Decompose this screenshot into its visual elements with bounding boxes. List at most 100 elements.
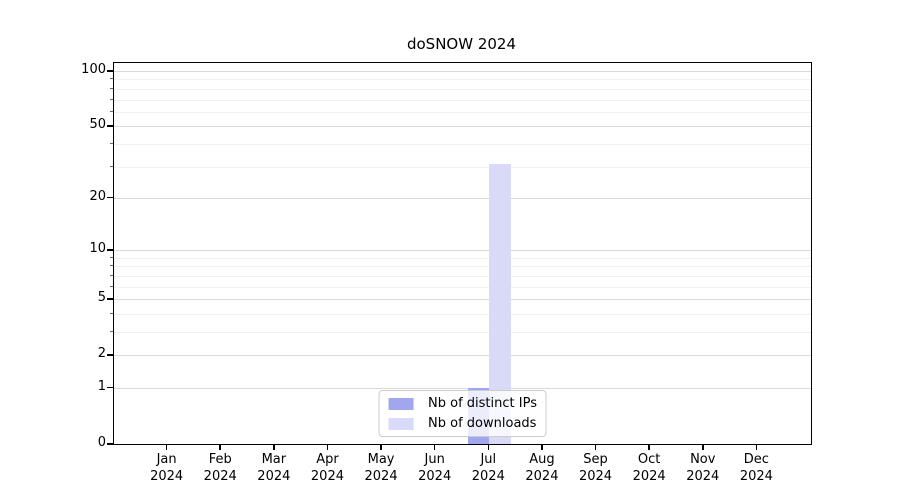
gridline-minor [114,143,811,145]
gridline-minor [114,331,811,333]
x-tick-label: Mar 2024 [234,451,314,485]
legend: Nb of distinct IPs Nb of downloads [378,390,547,437]
gridline-major [114,126,811,128]
legend-entry-downloads: Nb of downloads [388,416,537,431]
x-tick-label: Aug 2024 [502,451,582,485]
y-axis-minor-tick [110,285,113,287]
y-tick-label: 10 [89,241,106,257]
gridline-major [114,299,811,301]
x-tick-year: 2024 [471,469,505,484]
x-tick-year: 2024 [686,469,720,484]
legend-entry-distinct-ips: Nb of distinct IPs [388,396,537,411]
y-axis-tick [107,249,113,251]
y-axis-minor-tick [110,165,113,167]
x-tick-year: 2024 [203,469,237,484]
x-tick-year: 2024 [418,469,452,484]
gridline-minor [114,99,811,101]
x-tick-year: 2024 [578,469,613,484]
x-tick-month: Jul [480,452,497,467]
bar-jul-downloads [489,163,511,444]
legend-swatch-distinct-ips [388,397,414,410]
x-tick-label: Jun 2024 [395,451,475,485]
x-tick-month: Feb [208,452,232,467]
y-tick-label: 0 [97,435,106,450]
x-axis-tick [702,444,704,450]
x-tick-label: Nov 2024 [663,451,743,485]
x-tick-month: Nov [690,452,716,467]
x-tick-label: Sep 2024 [556,451,636,485]
x-tick-month: Jun [424,452,445,467]
gridline-minor [114,257,811,259]
x-tick-year: 2024 [257,469,291,484]
y-axis-minor-tick [110,142,113,144]
x-tick-year: 2024 [739,469,773,484]
gridline-minor [114,266,811,268]
y-axis-minor-tick [110,110,113,112]
x-tick-year: 2024 [310,469,344,484]
y-tick-label: 100 [81,62,106,78]
gridline-minor [114,166,811,168]
y-tick-label: 2 [97,346,106,362]
y-axis-tick [107,386,113,389]
gridline-minor [114,88,811,90]
y-tick-label: 20 [89,188,106,204]
x-axis-tick [433,444,436,450]
x-tick-month: Aug [529,452,555,467]
legend-label-downloads: Nb of downloads [428,416,537,431]
y-axis-minor-tick [110,78,113,80]
x-axis-tick [326,444,329,450]
x-axis-tick [165,444,168,450]
x-axis-tick [541,444,543,450]
y-axis-tick [107,298,113,300]
x-tick-month: Apr [316,452,339,467]
y-axis-tick [107,443,113,445]
x-axis-tick [219,444,221,450]
x-tick-label: Jan 2024 [127,451,207,485]
gridline-minor [114,286,811,288]
x-tick-month: Dec [743,452,769,467]
y-axis-minor-tick [110,98,113,100]
x-axis-tick [273,444,275,450]
x-axis-tick [487,444,490,450]
gridline-major [114,250,811,252]
x-tick-label: Dec 2024 [716,451,796,485]
y-axis-minor-tick [110,330,113,332]
y-axis-tick [107,196,113,199]
gridline-minor [114,275,811,277]
chart-title: doSNOW 2024 [406,35,517,53]
y-axis-tick [107,70,113,72]
gridline-minor [114,79,811,81]
x-axis-tick [648,444,650,450]
gridline-major [114,387,811,389]
x-tick-month: Sep [583,452,608,467]
x-tick-year: 2024 [525,469,559,484]
gridline-major [114,71,811,73]
gridline-major [114,197,811,199]
plot-area: Nb of distinct IPs Nb of downloads [113,62,812,445]
x-axis-tick [380,444,382,450]
x-tick-label: Feb 2024 [180,451,260,485]
x-tick-label: Apr 2024 [287,451,367,485]
x-tick-year: 2024 [632,469,666,484]
x-axis-tick [594,444,597,450]
legend-label-distinct-ips: Nb of distinct IPs [428,396,537,411]
y-tick-label: 50 [89,117,106,133]
x-tick-month: Jan [156,452,177,467]
x-tick-label: Jul 2024 [448,451,528,485]
y-tick-label: 5 [97,290,106,306]
y-axis-minor-tick [110,256,113,258]
legend-swatch-downloads [388,417,414,430]
y-tick-label: 1 [97,378,106,394]
y-axis-tick [107,354,113,356]
y-axis-minor-tick [110,265,113,267]
y-axis-minor-tick [110,274,113,276]
x-axis-tick [755,444,758,450]
gridline-minor [114,111,811,113]
gridline-minor [114,313,811,315]
x-tick-year: 2024 [150,469,184,484]
y-axis-minor-tick [110,87,113,89]
gridline-major [114,355,811,357]
x-tick-month: Oct [637,452,661,467]
y-axis-minor-tick [110,312,113,314]
